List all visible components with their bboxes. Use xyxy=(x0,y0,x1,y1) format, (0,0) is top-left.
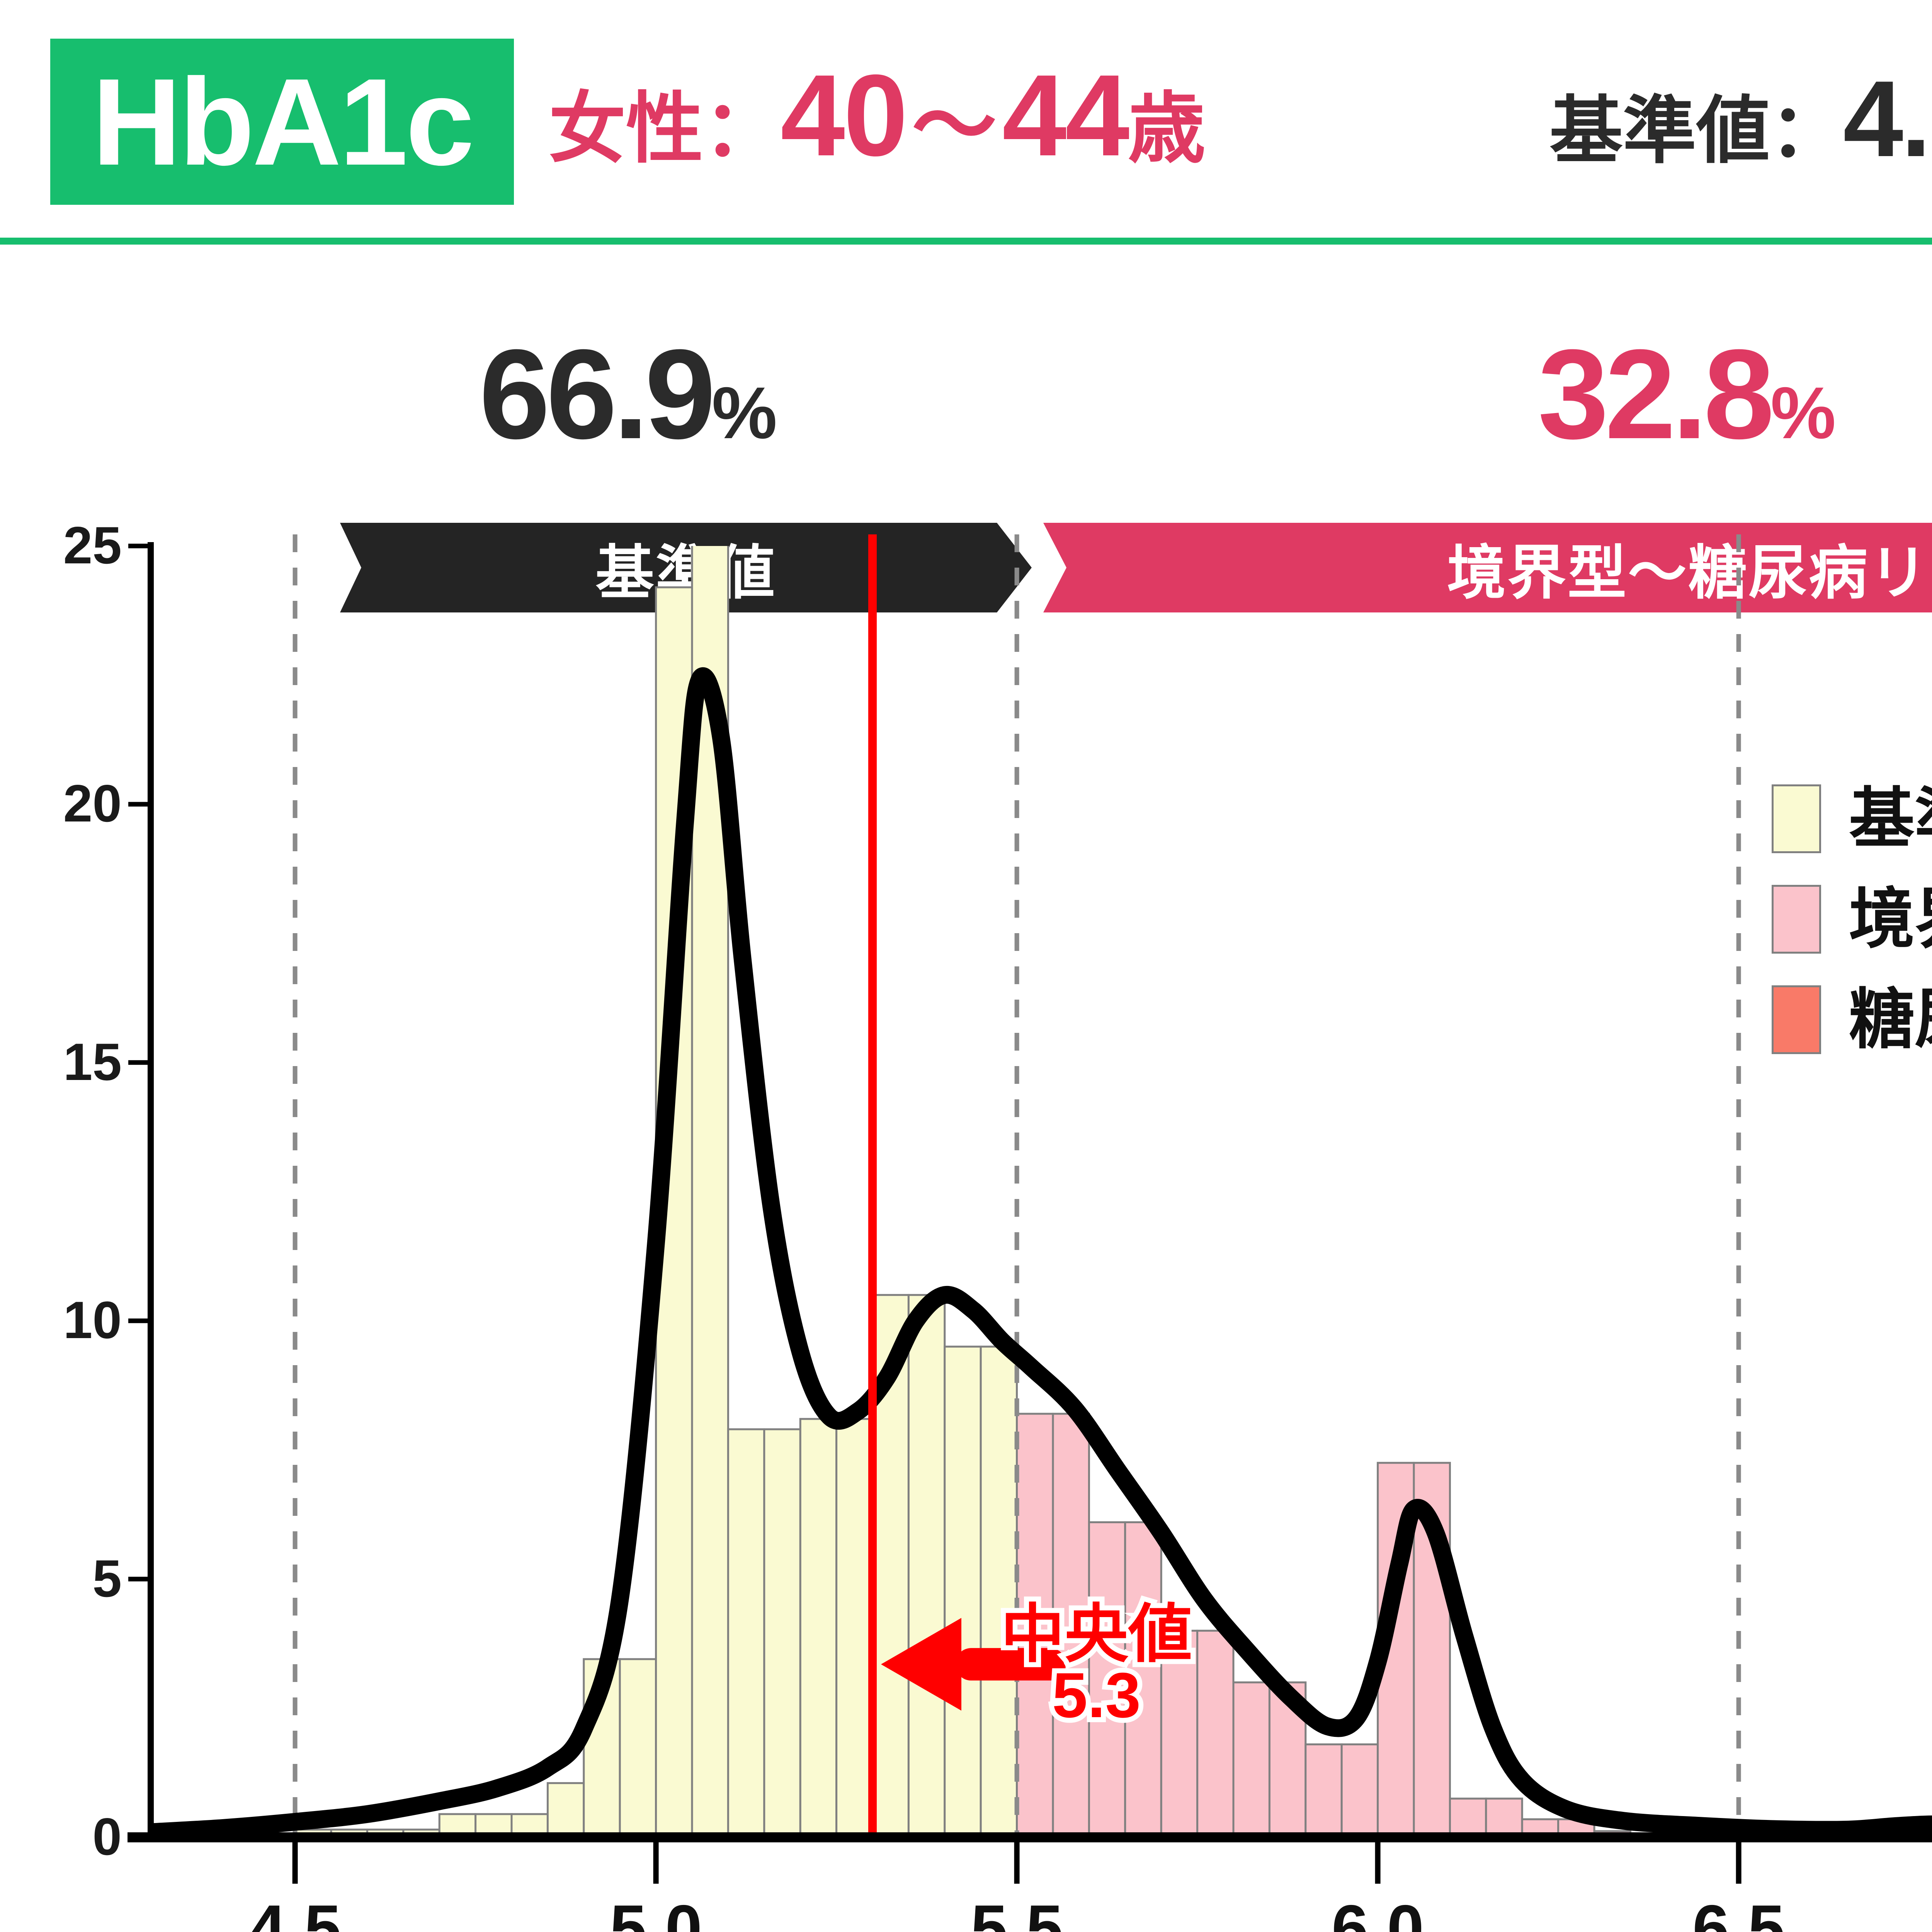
header-reference-value: 4.5~5.5 xyxy=(1843,59,1932,179)
histogram-bar xyxy=(1449,1798,1487,1837)
reference-percent-value: 66.9 xyxy=(479,323,716,465)
header-reference-range: 基準値：4.5~5.5% xyxy=(1549,65,1932,173)
risk-percent-unit: % xyxy=(1770,372,1836,454)
histogram-bar xyxy=(763,1428,801,1837)
histogram-bar xyxy=(1196,1629,1235,1837)
y-axis-tick-label: 15 xyxy=(63,1032,122,1091)
histogram-bar xyxy=(980,1345,1018,1837)
header-sex-label: 女性： xyxy=(549,86,781,172)
header: HbA1c 女性：40〜44歳 基準値：4.5~5.5% xyxy=(0,0,1932,245)
histogram-bar xyxy=(799,1418,838,1837)
legend-item-label: 糖尿病リスク xyxy=(1849,983,1932,1056)
legend-item[interactable]: 境界型 xyxy=(1772,885,1932,954)
histogram-bar xyxy=(835,1418,874,1837)
histogram-bar xyxy=(1485,1798,1523,1837)
header-age-to: 44 xyxy=(1002,50,1130,180)
histogram-bar xyxy=(619,1658,657,1837)
histogram-bar xyxy=(907,1294,946,1837)
median-annotation-value: 5.3 xyxy=(1047,1658,1146,1732)
x-axis-tick-label: 5.0 xyxy=(610,1891,702,1932)
legend-item-label: 基準値 xyxy=(1849,782,1932,855)
metric-badge-label: HbA1c xyxy=(92,53,474,191)
banner-risk: 境界型〜糖尿病リスク xyxy=(1043,523,1932,612)
y-axis-tick-label: 0 xyxy=(92,1807,122,1866)
histogram-bar xyxy=(727,1428,765,1837)
header-age-tilde: 〜 xyxy=(912,78,997,173)
median-arrow-icon xyxy=(881,1618,1066,1711)
reference-percent-unit: % xyxy=(712,372,777,454)
metric-badge: HbA1c xyxy=(50,39,514,205)
y-axis-tick-label: 20 xyxy=(63,774,122,833)
density-curve xyxy=(149,667,1932,1837)
histogram-bar xyxy=(1304,1743,1343,1837)
histogram-plot xyxy=(0,533,1932,1932)
chart-legend: 基準値境界型糖尿病リスク xyxy=(1772,784,1932,1086)
y-axis-tick-label: 5 xyxy=(92,1549,122,1608)
median-annotation: 中央値 5.3 xyxy=(996,1597,1197,1732)
x-axis-tick-label: 4.5 xyxy=(249,1891,342,1932)
legend-item[interactable]: 基準値 xyxy=(1772,784,1932,853)
header-demographic: 女性：40〜44歳 xyxy=(549,57,1205,173)
legend-item-label: 境界型 xyxy=(1849,883,1932,956)
histogram-bar xyxy=(1232,1681,1270,1837)
legend-swatch xyxy=(1772,985,1821,1054)
histogram-bar xyxy=(1340,1743,1379,1837)
category-banners: 基準値 境界型〜糖尿病リスク xyxy=(0,523,1932,612)
risk-percent: 32.8% xyxy=(1538,330,1836,458)
median-annotation-label: 中央値 xyxy=(996,1597,1197,1671)
x-axis-tick-label: 6.5 xyxy=(1692,1891,1785,1932)
histogram-bar xyxy=(546,1782,585,1837)
histogram-bar xyxy=(1160,1629,1199,1837)
legend-swatch xyxy=(1772,784,1821,853)
histogram-svg xyxy=(128,534,1932,1884)
header-age-suffix: 歳 xyxy=(1128,86,1206,172)
histogram-bar xyxy=(944,1345,982,1837)
histogram-bar xyxy=(1016,1413,1054,1837)
y-axis-tick-label: 25 xyxy=(63,516,122,575)
x-axis-tick-label: 5.5 xyxy=(971,1891,1063,1932)
legend-swatch xyxy=(1772,885,1821,954)
legend-item[interactable]: 糖尿病リスク xyxy=(1772,985,1932,1054)
banner-risk-label: 境界型〜糖尿病リスク xyxy=(1447,540,1929,606)
risk-percent-value: 32.8 xyxy=(1538,323,1774,465)
x-axis-tick-label: 6.0 xyxy=(1332,1891,1424,1932)
histogram-bar xyxy=(1124,1521,1162,1837)
header-age-from: 40 xyxy=(781,50,908,180)
y-axis-tick-label: 10 xyxy=(63,1291,122,1350)
header-divider xyxy=(0,238,1932,245)
header-reference-label: 基準値： xyxy=(1549,90,1844,172)
reference-percent: 66.9% xyxy=(479,330,777,458)
